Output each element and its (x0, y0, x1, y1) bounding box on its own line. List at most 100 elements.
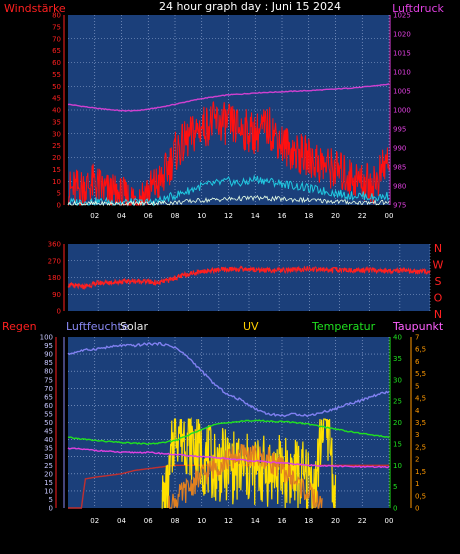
wind-tick-label: 25 (52, 142, 61, 150)
climate-hour-tick-label: 06 (144, 517, 153, 525)
pressure-tick-label: 1025 (393, 12, 411, 20)
compass-label: S (435, 275, 442, 288)
wind-tick-label: 45 (52, 95, 61, 103)
uv-label: UV (243, 320, 259, 333)
uv-tick-label: 5 (415, 382, 419, 390)
climate-left-tick-label: 75 (44, 376, 53, 384)
wind-tick-label: 65 (52, 47, 61, 55)
climate-hour-tick-label: 08 (171, 517, 180, 525)
rain-label: Regen (2, 320, 37, 333)
hour-tick-label: 06 (144, 212, 153, 220)
climate-left-tick-label: 80 (44, 368, 53, 376)
hour-tick-label: 18 (304, 212, 313, 220)
climate-left-tick-label: 50 (44, 419, 53, 427)
temperature-tick-label: 20 (393, 419, 402, 427)
hour-tick-label: 16 (278, 212, 287, 220)
climate-panel-series (67, 342, 390, 509)
temperature-tick-label: 25 (393, 398, 402, 406)
wind-panel-axes: 0510152025303540455055606570758097598098… (52, 12, 411, 221)
hour-tick-label: 14 (251, 212, 260, 220)
wind-tick-label: 15 (52, 166, 61, 174)
pressure-axis-label: Luftdruck (392, 2, 444, 15)
humidity-line (67, 342, 390, 418)
wind-tick-label: 80 (52, 12, 61, 20)
temperature-tick-label: 0 (393, 505, 397, 513)
wind-axis-label: Windstärke (4, 2, 66, 15)
climate-left-tick-label: 55 (44, 410, 53, 418)
climate-left-tick-label: 0 (49, 505, 53, 513)
wind-tick-label: 50 (52, 83, 61, 91)
climate-left-tick-label: 5 (49, 496, 53, 504)
uv-tick-label: 4,5 (415, 395, 426, 403)
direction-panel-series (67, 265, 431, 291)
uv-line (167, 444, 323, 509)
climate-hour-tick-label: 04 (117, 517, 126, 525)
solar-label: Solar (120, 320, 149, 333)
climate-hour-tick-label: 12 (224, 517, 233, 525)
climate-hour-tick-label: 02 (90, 517, 99, 525)
wind-tick-label: 35 (52, 118, 61, 126)
climate-left-tick-label: 70 (44, 385, 53, 393)
wind-direction-line (67, 265, 431, 291)
temperature-tick-label: 40 (393, 334, 402, 342)
uv-tick-label: 0,5 (415, 492, 426, 500)
pressure-tick-label: 980 (393, 183, 406, 191)
wind-tick-label: 40 (52, 107, 61, 115)
temperature-tick-label: 10 (393, 462, 402, 470)
pressure-tick-label: 1010 (393, 69, 411, 77)
climate-left-tick-label: 90 (44, 351, 53, 359)
pressure-tick-label: 1020 (393, 31, 411, 39)
wind-tick-label: 20 (52, 154, 61, 162)
pressure-line (67, 83, 390, 112)
climate-left-tick-label: 45 (44, 428, 53, 436)
climate-left-tick-label: 15 (44, 479, 53, 487)
temperature-tick-label: 35 (393, 355, 402, 363)
climate-hour-tick-label: 10 (197, 517, 206, 525)
uv-tick-label: 2,5 (415, 443, 426, 451)
pressure-tick-label: 1015 (393, 50, 411, 58)
compass-label: N (434, 242, 442, 255)
hour-tick-label: 08 (171, 212, 180, 220)
climate-hour-tick-label: 22 (358, 517, 367, 525)
climate-left-tick-label: 65 (44, 393, 53, 401)
direction-tick-label: 180 (48, 274, 61, 282)
climate-left-tick-label: 95 (44, 342, 53, 350)
pressure-tick-label: 995 (393, 126, 406, 134)
direction-tick-label: 270 (48, 257, 61, 265)
uv-tick-label: 2 (415, 456, 419, 464)
climate-hour-tick-label: 16 (278, 517, 287, 525)
uv-tick-label: 1 (415, 480, 419, 488)
humidity-label: Luftfeuchte (66, 320, 129, 333)
climate-left-tick-label: 60 (44, 402, 53, 410)
wind-tick-label: 0 (57, 202, 61, 210)
uv-tick-label: 0 (415, 505, 419, 513)
climate-hour-tick-label: 18 (304, 517, 313, 525)
wind-tick-label: 60 (52, 59, 61, 67)
wind-tick-label: 75 (52, 23, 61, 31)
hour-tick-label: 22 (358, 212, 367, 220)
hour-tick-label: 12 (224, 212, 233, 220)
hour-tick-label: 10 (197, 212, 206, 220)
dewpoint-label: Taupunkt (392, 320, 444, 333)
climate-left-tick-label: 35 (44, 445, 53, 453)
hour-tick-label: 04 (117, 212, 126, 220)
uv-tick-label: 5,5 (415, 370, 426, 378)
wind-low-line (67, 195, 390, 207)
pressure-tick-label: 1000 (393, 107, 411, 115)
pressure-tick-label: 985 (393, 164, 406, 172)
uv-tick-label: 6,5 (415, 346, 426, 354)
wind-tick-label: 70 (52, 35, 61, 43)
uv-tick-label: 3 (415, 431, 419, 439)
wind-tick-label: 30 (52, 130, 61, 138)
dewpoint-line (67, 447, 390, 469)
wind-tick-label: 5 (57, 190, 61, 198)
pressure-tick-label: 975 (393, 202, 406, 210)
climate-left-tick-label: 100 (40, 334, 53, 342)
compass-label: N (434, 308, 442, 321)
direction-tick-label: 360 (48, 241, 61, 249)
climate-hour-tick-label: 20 (331, 517, 340, 525)
graph-title: 24 hour graph day : Juni 15 2024 (159, 0, 341, 13)
hour-tick-label: 20 (331, 212, 340, 220)
compass-label: W (433, 259, 444, 272)
